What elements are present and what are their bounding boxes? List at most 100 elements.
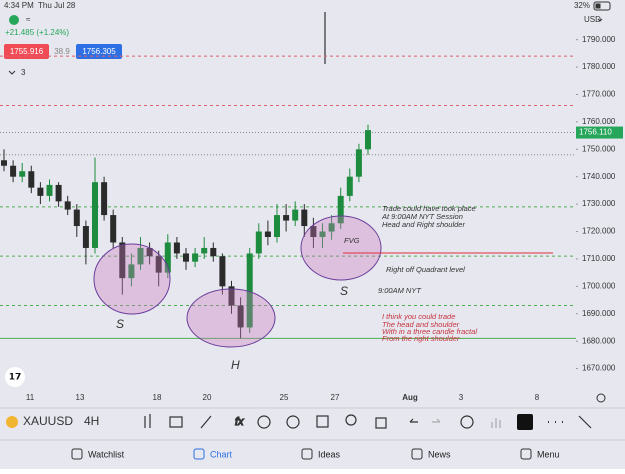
quadrant-label: Right off Quadrant level (386, 265, 465, 274)
tab-icon[interactable] (193, 448, 205, 460)
calendar-icon[interactable] (169, 416, 183, 428)
x-tick-label: 3 (459, 393, 464, 402)
candle-body (173, 242, 180, 254)
tab-label[interactable]: Ideas (318, 449, 341, 459)
currency-caret[interactable] (597, 18, 603, 22)
candle-body (328, 223, 335, 232)
tab-icon[interactable] (411, 448, 423, 460)
redo-icon[interactable] (432, 418, 441, 423)
candle-body (246, 253, 253, 328)
candle-body (82, 226, 89, 248)
y-tick-label: 1780.000 (582, 62, 616, 71)
tab-icon[interactable] (301, 448, 313, 460)
battery-icon (593, 1, 611, 11)
settings-icon[interactable] (596, 393, 606, 403)
candle-body (110, 215, 117, 243)
market-status (9, 15, 19, 25)
y-tick-label: 1690.000 (582, 309, 616, 318)
chart-icon[interactable] (491, 418, 501, 428)
idea-icon[interactable] (345, 414, 357, 426)
sell-button[interactable] (4, 44, 49, 59)
toolbar-icons[interactable]: fx (144, 414, 592, 429)
currency[interactable]: USD (584, 15, 601, 24)
y-tick-label: 1720.000 (582, 227, 616, 236)
candle-body (28, 171, 35, 188)
shoulder-label: S (340, 284, 348, 298)
y-tick-label: 1740.000 (582, 172, 616, 181)
y-tick-label: 1750.000 (582, 144, 616, 153)
candle-body (301, 209, 308, 227)
note: The head and shoulder (382, 320, 460, 329)
alert-icon[interactable] (286, 415, 300, 429)
y-tick-label: 1700.000 (582, 281, 616, 290)
candle-body (292, 209, 299, 221)
x-tick-label: 25 (280, 393, 289, 402)
candle-body (155, 256, 162, 273)
candle-body (128, 264, 135, 279)
x-tick-label: 13 (76, 393, 85, 402)
symbol[interactable]: XAUUSD (23, 414, 73, 428)
candle-body (264, 231, 271, 237)
y-tick-label: 1730.000 (582, 199, 616, 208)
candle-body (283, 215, 290, 221)
indicator-count[interactable]: 3 (21, 68, 26, 77)
tab-label[interactable]: Watchlist (88, 449, 125, 459)
session-label: 9:00AM NYT (378, 286, 422, 295)
candle-body (55, 184, 62, 202)
plus-icon[interactable] (257, 415, 271, 429)
fvg-label: FVG (344, 236, 360, 245)
candle-body (101, 182, 108, 216)
y-tick-label: 1760.000 (582, 117, 616, 126)
candle-body (219, 256, 226, 287)
head-label: H (231, 358, 240, 372)
shoulder-label: S (116, 317, 124, 331)
collapse-icon[interactable] (8, 70, 16, 75)
candle-body (346, 176, 353, 196)
candle-body (355, 149, 362, 177)
y-tick-label: 1790.000 (582, 35, 616, 44)
candle-body (119, 242, 126, 279)
tab-icon[interactable] (520, 448, 532, 460)
buy-button[interactable] (76, 44, 122, 59)
tab-label[interactable]: Menu (537, 449, 560, 459)
note: With in a three candle fractal (382, 327, 477, 336)
tab-icon[interactable] (71, 448, 83, 460)
undo-icon[interactable] (409, 418, 418, 423)
x-tick-label: 27 (331, 393, 340, 402)
symbol-icon[interactable] (6, 416, 18, 428)
battery-level (595, 3, 601, 9)
sell-price[interactable]: 1755.916 (10, 47, 44, 56)
fx-icon[interactable]: fx (234, 415, 244, 428)
pen-icon[interactable] (200, 415, 212, 429)
candle-body (137, 247, 144, 265)
interval[interactable]: 4H (84, 414, 99, 428)
x-tick-label: 18 (153, 393, 162, 402)
candle-body (46, 184, 53, 196)
head-circle (186, 288, 276, 348)
candle-body (365, 130, 371, 150)
fullscreen-icon[interactable] (578, 415, 592, 429)
y-tick-label: 1770.000 (582, 90, 616, 99)
share-icon[interactable] (375, 417, 387, 429)
note: From the right shoulder (382, 334, 460, 343)
buy-price[interactable]: 1756.305 (82, 47, 116, 56)
candle-body (337, 195, 344, 224)
tab-label[interactable]: News (428, 449, 451, 459)
candle-body (164, 242, 171, 273)
candle-body (146, 247, 153, 257)
y-tick-label: 1680.000 (582, 336, 616, 345)
layout-icon[interactable] (316, 415, 329, 428)
status-time: 4:34 PM (4, 1, 34, 10)
x-tick-label: 20 (203, 393, 212, 402)
last-price-box (576, 126, 623, 139)
info-icon[interactable] (460, 415, 474, 429)
tab-label[interactable]: Chart (210, 449, 233, 459)
tv-button[interactable] (517, 414, 533, 430)
candle-icon[interactable] (144, 414, 151, 428)
candle-body (1, 160, 7, 166)
candle-body (255, 231, 262, 254)
x-tick-label: 11 (26, 393, 35, 402)
x-tick-label: Aug (402, 393, 418, 402)
candle-body (64, 201, 71, 210)
